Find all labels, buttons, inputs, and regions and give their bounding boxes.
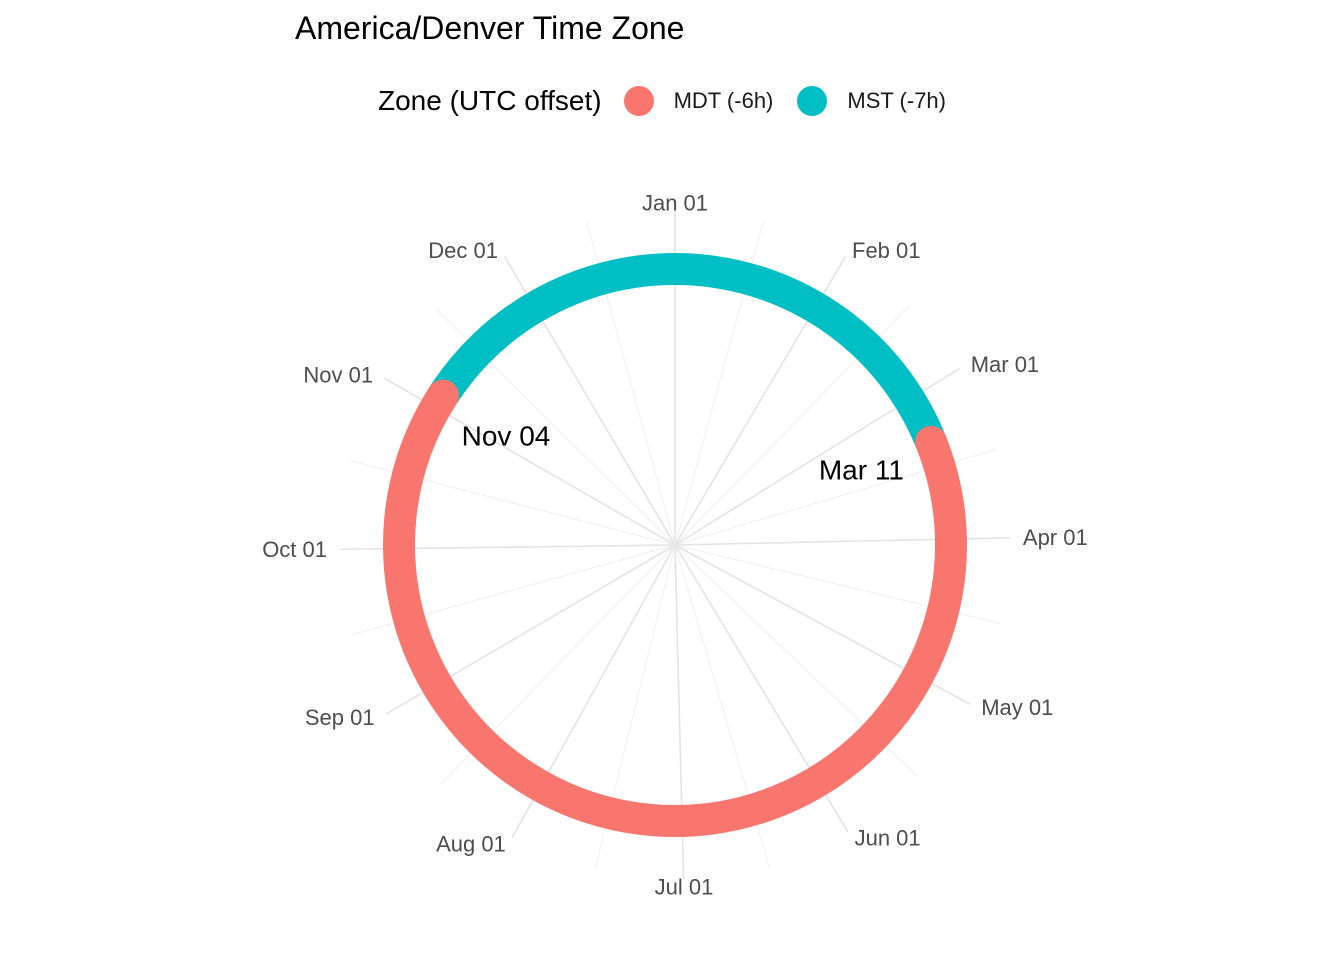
theta-tick-label: Jul 01 — [655, 874, 714, 899]
ring-layer — [383, 253, 967, 837]
theta-tick-label: Sep 01 — [305, 705, 375, 730]
theta-tick-label: Jan 01 — [642, 191, 708, 216]
theta-tick-label: Aug 01 — [436, 831, 506, 856]
ring-segment-mdt — [383, 379, 967, 837]
theta-tick-label: May 01 — [981, 695, 1053, 720]
grid-layer — [339, 210, 1010, 880]
legend-item-mdt: MDT (-6h) — [623, 86, 774, 116]
ring-segment-mst — [659, 253, 947, 458]
theta-tick-label: Feb 01 — [852, 238, 921, 263]
legend-label-mst: MST (-7h) — [847, 88, 946, 113]
legend-key-mdt — [623, 86, 654, 116]
annotation-layer: Mar 11 Nov 04 — [462, 421, 904, 486]
legend-title: Zone (UTC offset) — [378, 85, 602, 116]
theta-tick-label: Dec 01 — [428, 238, 498, 263]
legend-label-mdt: MDT (-6h) — [673, 88, 774, 113]
theta-tick-label: Apr 01 — [1023, 525, 1088, 550]
theta-tick-label: Nov 01 — [303, 362, 373, 387]
ring-segment-mst — [426, 253, 687, 412]
axis-label-layer: Jan 01 Feb 01 Mar 01 Apr 01 May 01 Jun 01 Jul … — [262, 191, 1088, 900]
annotation-label: Nov 04 — [462, 421, 551, 452]
theta-tick-label: Oct 01 — [262, 537, 327, 562]
legend: Zone (UTC offset) MDT (-6h) MST (-7h) — [378, 84, 970, 118]
theta-tick-label: Mar 01 — [971, 352, 1039, 377]
chart-title: America/Denver Time Zone — [295, 10, 685, 46]
theta-tick-label: Jun 01 — [855, 825, 921, 850]
annotation-label: Mar 11 — [819, 454, 904, 485]
legend-item-mst: MST (-7h) — [797, 86, 946, 116]
legend-key-mst — [797, 86, 828, 116]
